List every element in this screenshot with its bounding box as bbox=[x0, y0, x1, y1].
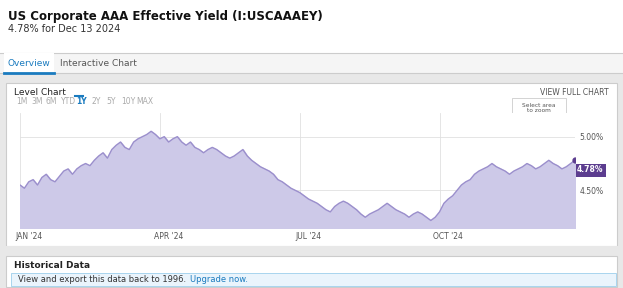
Text: 1Y: 1Y bbox=[76, 98, 87, 107]
Text: 1M: 1M bbox=[16, 98, 27, 107]
Text: Upgrade now.: Upgrade now. bbox=[190, 275, 248, 284]
Text: 2Y: 2Y bbox=[91, 98, 100, 107]
Text: 5Y: 5Y bbox=[106, 98, 115, 107]
Bar bbox=[4, 53, 54, 73]
Text: 4.78%: 4.78% bbox=[577, 166, 603, 175]
Text: VIEW FULL CHART: VIEW FULL CHART bbox=[540, 88, 609, 97]
Text: View and export this data back to 1996.: View and export this data back to 1996. bbox=[18, 275, 189, 284]
Text: Select area
to zoom: Select area to zoom bbox=[522, 103, 556, 113]
Text: Level Chart: Level Chart bbox=[14, 88, 66, 97]
Text: 4.78% for Dec 13 2024: 4.78% for Dec 13 2024 bbox=[8, 24, 120, 34]
Text: 6M: 6M bbox=[46, 98, 57, 107]
Text: 3M: 3M bbox=[31, 98, 42, 107]
Bar bbox=[0, 73, 623, 83]
Text: Interactive Chart: Interactive Chart bbox=[60, 58, 137, 67]
FancyBboxPatch shape bbox=[574, 164, 606, 177]
FancyBboxPatch shape bbox=[512, 98, 566, 118]
Bar bbox=[0, 0, 623, 53]
Text: YTD: YTD bbox=[61, 98, 76, 107]
FancyBboxPatch shape bbox=[11, 273, 616, 286]
Bar bbox=[0, 246, 623, 256]
Text: US Corporate AAA Effective Yield (I:USCAAAEY): US Corporate AAA Effective Yield (I:USCA… bbox=[8, 10, 323, 23]
Text: Overview: Overview bbox=[8, 58, 50, 67]
Bar bbox=[6, 256, 617, 287]
Text: 10Y: 10Y bbox=[121, 98, 135, 107]
Bar bbox=[0, 53, 623, 73]
Text: MAX: MAX bbox=[136, 98, 153, 107]
Bar bbox=[6, 83, 617, 246]
Text: Historical Data: Historical Data bbox=[14, 261, 90, 270]
